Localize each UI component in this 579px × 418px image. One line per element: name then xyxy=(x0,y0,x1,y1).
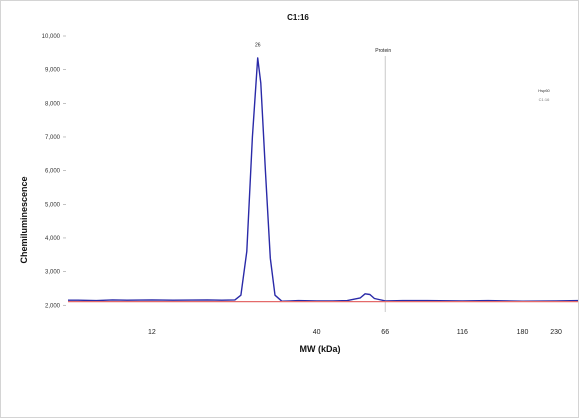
y-tick-label: 2,000 xyxy=(45,303,61,309)
y-tick-label: 8,000 xyxy=(45,101,61,107)
marker-label: Protein xyxy=(375,48,391,54)
x-tick-label: 66 xyxy=(381,329,389,336)
chart-title: C1:16 xyxy=(287,13,309,22)
y-tick-label: 7,000 xyxy=(45,135,61,141)
legend-line-1: Hsp60 xyxy=(538,88,550,93)
annotations: 26 Protein xyxy=(255,43,391,54)
x-axis-label: MW (kDa) xyxy=(300,344,341,354)
x-tick-label: 40 xyxy=(313,329,321,336)
y-tick-label: 5,000 xyxy=(45,202,61,208)
y-tick-label: 10,000 xyxy=(42,34,61,40)
plot-area xyxy=(68,56,579,312)
y-tick-label: 6,000 xyxy=(45,169,61,175)
x-tick-label: 180 xyxy=(517,329,529,336)
y-tick-label: 3,000 xyxy=(45,270,61,276)
x-tick-label: 230 xyxy=(550,329,562,336)
y-tick-label: 4,000 xyxy=(45,236,61,242)
x-ticks: 12 40 66 116 180 230 xyxy=(148,329,562,336)
y-tick-label: 9,000 xyxy=(45,68,61,74)
y-ticks: 2,000 3,000 4,000 5,000 6,000 7,000 8,000 9,000… xyxy=(42,34,66,309)
series-line-blue xyxy=(68,57,579,302)
legend: Hsp60 C1:16 xyxy=(538,88,550,102)
x-tick-label: 12 xyxy=(148,329,156,336)
y-axis-label: Chemiluminescence xyxy=(19,176,29,263)
peak-label: 26 xyxy=(255,43,261,49)
legend-line-2: C1:16 xyxy=(539,97,550,102)
x-tick-label: 116 xyxy=(457,329,468,336)
